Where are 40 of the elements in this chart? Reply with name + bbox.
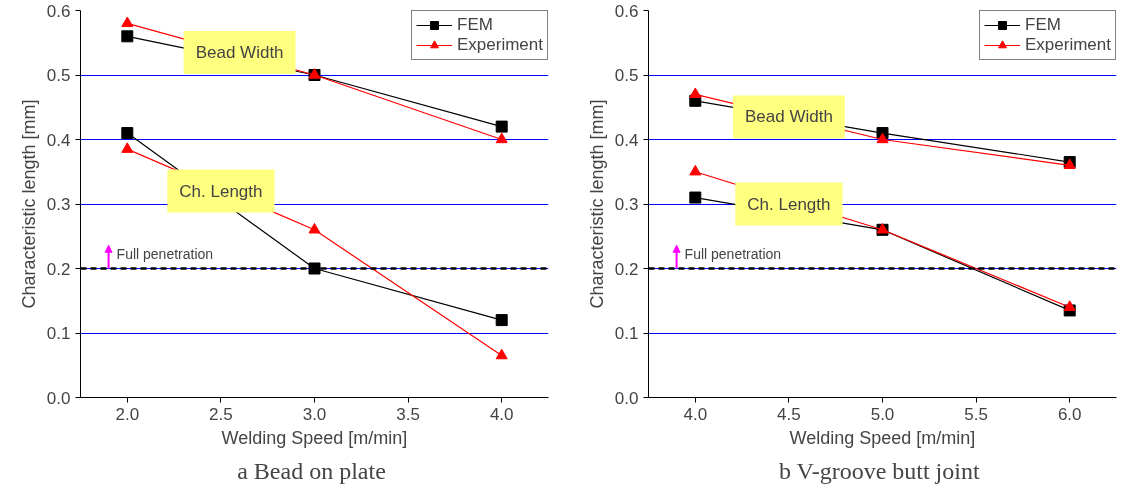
annotation: Ch. Length xyxy=(179,181,263,201)
y-tick-label: 0.6 xyxy=(46,1,71,21)
x-axis-title: Welding Speed [m/min] xyxy=(789,427,976,448)
y-tick-label: 0.5 xyxy=(46,66,71,85)
ref-line-label: Full penetration xyxy=(116,245,214,262)
x-tick-label: 5.0 xyxy=(870,404,895,424)
y-axis-title: Characteristic length [mm] xyxy=(18,99,39,309)
annotation: Bead Width xyxy=(744,107,833,127)
y-tick-label: 0.4 xyxy=(46,130,71,150)
x-tick-label: 5.5 xyxy=(964,404,988,424)
y-tick-label: 0.2 xyxy=(46,259,71,279)
legend-label: Experiment xyxy=(1025,35,1111,55)
y-tick-label: 0.2 xyxy=(614,259,639,279)
y-tick-label: 0.1 xyxy=(614,324,639,343)
y-tick-label: 0.6 xyxy=(614,1,639,21)
y-tick-label: 0.3 xyxy=(614,195,639,214)
x-tick-label: 4.5 xyxy=(777,404,801,424)
y-tick-label: 0.0 xyxy=(614,388,639,408)
annotation: Bead Width xyxy=(195,42,284,62)
x-tick-label: 3.0 xyxy=(302,404,327,424)
y-tick-label: 0.4 xyxy=(614,130,639,150)
x-tick-label: 2.5 xyxy=(209,404,233,424)
y-tick-label: 0.3 xyxy=(46,195,71,214)
x-tick-label: 4.0 xyxy=(683,404,708,424)
text: b V-groove butt joint xyxy=(778,457,980,484)
x-axis-title: Welding Speed [m/min] xyxy=(221,427,408,448)
y-tick-label: 0.1 xyxy=(46,324,71,343)
y-tick-label: 0.5 xyxy=(614,66,639,85)
x-tick-label: 6.0 xyxy=(1057,404,1082,424)
legend-label: Experiment xyxy=(457,35,543,55)
text: a Bead on plate xyxy=(237,457,386,484)
x-tick-label: 4.0 xyxy=(489,404,514,424)
y-axis-title: Characteristic length [mm] xyxy=(586,99,607,309)
y-tick-label: 0.0 xyxy=(46,388,71,408)
annotation: Ch. Length xyxy=(747,194,831,214)
x-tick-label: 2.0 xyxy=(115,404,140,424)
ref-line-label: Full penetration xyxy=(684,245,782,262)
x-tick-label: 3.5 xyxy=(396,404,420,424)
legend-label: FEM xyxy=(1025,15,1061,35)
legend-label: FEM xyxy=(457,15,493,35)
